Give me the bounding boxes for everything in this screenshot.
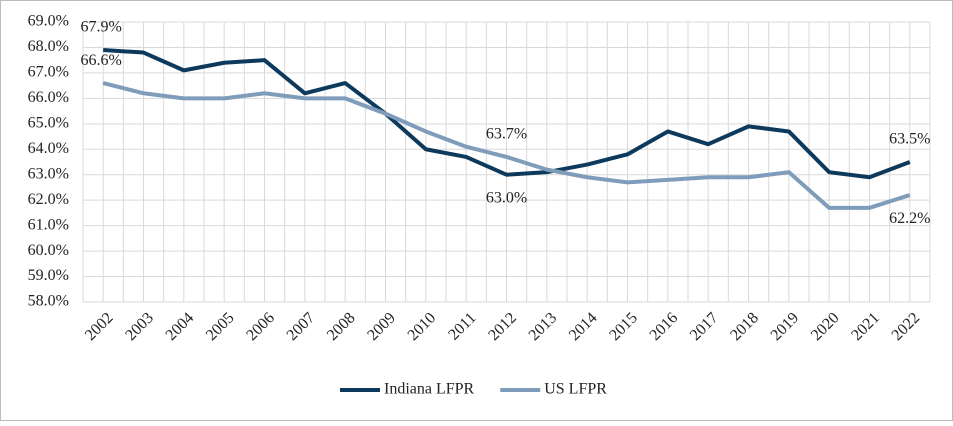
legend-label: Indiana LFPR [384, 381, 475, 398]
y-tick-label: 67.0% [28, 64, 69, 81]
y-tick-label: 68.0% [28, 38, 69, 55]
y-tick-label: 60.0% [28, 242, 69, 259]
y-tick-label: 58.0% [28, 293, 69, 310]
y-tick-label: 69.0% [28, 13, 69, 30]
y-tick-label: 66.0% [28, 89, 69, 106]
data-label: 63.7% [486, 126, 527, 143]
data-label: 67.9% [81, 19, 122, 36]
y-tick-label: 62.0% [28, 191, 69, 208]
y-tick-label: 64.0% [28, 140, 69, 157]
data-label: 63.0% [486, 189, 527, 206]
y-tick-label: 63.0% [28, 165, 69, 182]
data-label: 62.2% [889, 210, 930, 227]
data-label: 66.6% [81, 52, 122, 69]
y-tick-label: 59.0% [28, 267, 69, 284]
y-tick-label: 61.0% [28, 216, 69, 233]
series-line [102, 81, 911, 210]
y-tick-label: 65.0% [28, 114, 69, 131]
series-line [103, 48, 911, 180]
data-label: 63.5% [889, 131, 930, 148]
legend-label: US LFPR [544, 381, 607, 398]
